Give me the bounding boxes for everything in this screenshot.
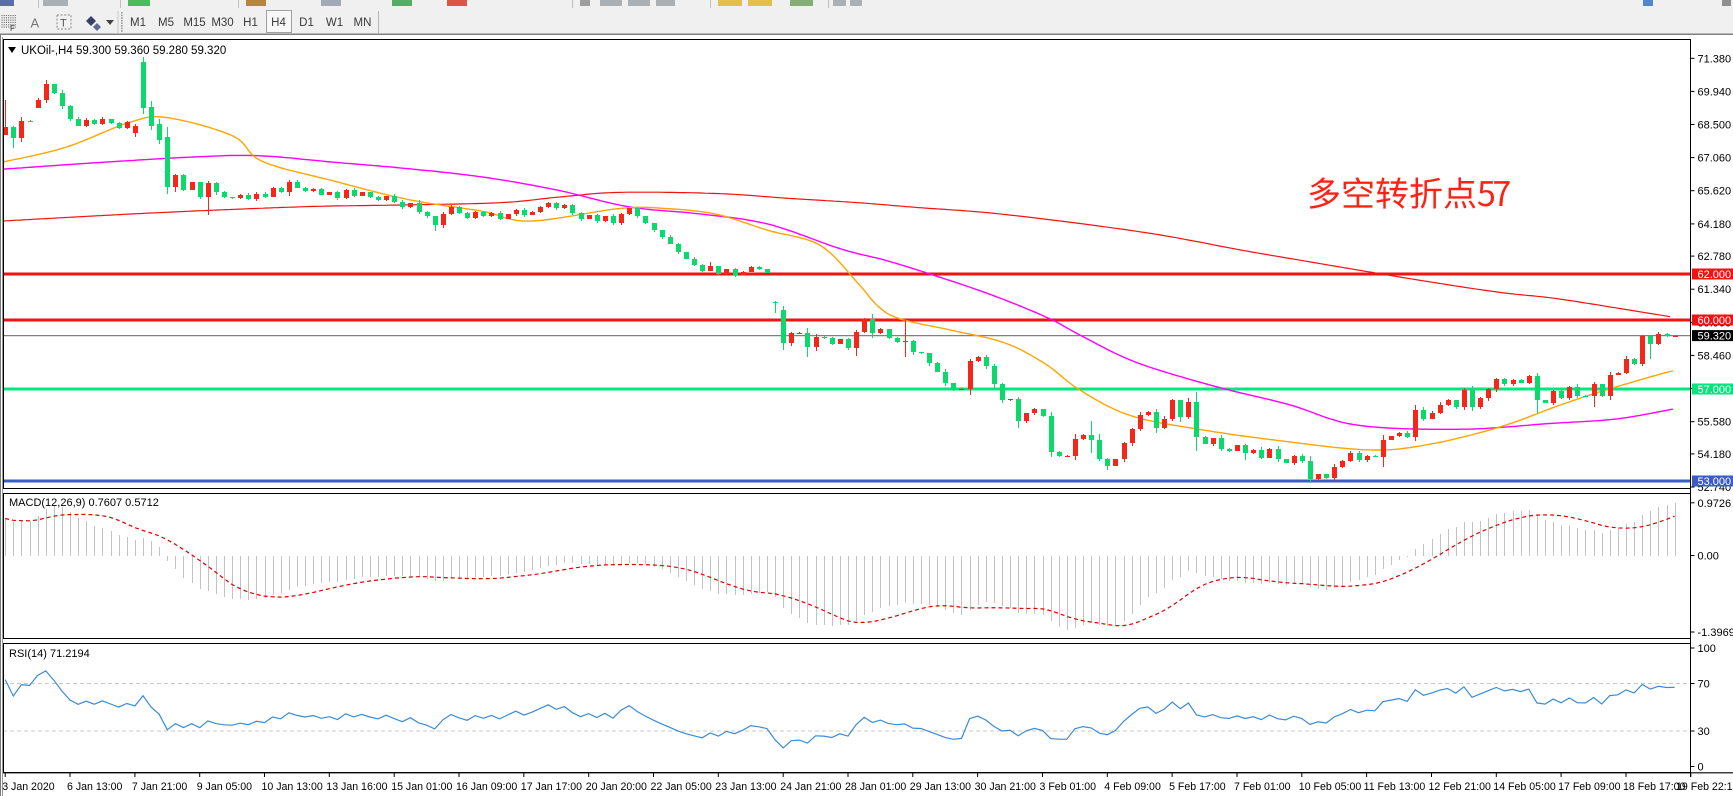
svg-text:9 Jan 05:00: 9 Jan 05:00: [197, 781, 252, 793]
svg-text:30: 30: [1698, 726, 1710, 738]
svg-text:M5: M5: [158, 17, 174, 29]
svg-text:65.620: 65.620: [1698, 186, 1732, 198]
svg-text:62.000: 62.000: [1698, 269, 1732, 281]
svg-text:18 Feb 17:00: 18 Feb 17:00: [1623, 781, 1686, 793]
svg-text:12 Feb 21:00: 12 Feb 21:00: [1429, 781, 1492, 793]
svg-text:10 Jan 13:00: 10 Jan 13:00: [262, 781, 323, 793]
svg-text:22 Jan 05:00: 22 Jan 05:00: [651, 781, 712, 793]
svg-text:60.000: 60.000: [1698, 315, 1732, 327]
svg-text:14 Feb 05:00: 14 Feb 05:00: [1493, 781, 1556, 793]
svg-text:58.460: 58.460: [1698, 350, 1732, 362]
svg-text:29 Jan 13:00: 29 Jan 13:00: [910, 781, 971, 793]
svg-text:15 Jan 01:00: 15 Jan 01:00: [391, 781, 452, 793]
svg-text:H4: H4: [271, 17, 286, 29]
svg-text:17 Jan 17:00: 17 Jan 17:00: [521, 781, 582, 793]
svg-text:6 Jan 13:00: 6 Jan 13:00: [67, 781, 122, 793]
svg-text:17 Feb 09:00: 17 Feb 09:00: [1558, 781, 1621, 793]
svg-text:24 Jan 21:00: 24 Jan 21:00: [780, 781, 841, 793]
svg-text:A: A: [31, 16, 40, 31]
svg-text:MACD(12,26,9) 0.7607 0.5712: MACD(12,26,9) 0.7607 0.5712: [9, 497, 159, 509]
svg-text:M30: M30: [211, 17, 233, 29]
svg-text:67.060: 67.060: [1698, 153, 1732, 165]
svg-text:MN: MN: [354, 17, 372, 29]
svg-text:0: 0: [1698, 762, 1704, 774]
svg-text:10 Feb 05:00: 10 Feb 05:00: [1299, 781, 1362, 793]
svg-text:62.780: 62.780: [1698, 251, 1732, 263]
svg-text:100: 100: [1698, 643, 1716, 655]
svg-text:0.9726: 0.9726: [1698, 498, 1732, 510]
svg-text:54.180: 54.180: [1698, 449, 1732, 461]
svg-text:M1: M1: [130, 17, 146, 29]
svg-text:53.000: 53.000: [1698, 476, 1732, 488]
svg-text:4 Feb 09:00: 4 Feb 09:00: [1104, 781, 1161, 793]
svg-text:3 Jan 2020: 3 Jan 2020: [2, 781, 55, 793]
svg-text:16 Jan 09:00: 16 Jan 09:00: [456, 781, 517, 793]
svg-text:0.00: 0.00: [1698, 551, 1719, 563]
svg-text:7 Jan 21:00: 7 Jan 21:00: [132, 781, 187, 793]
svg-text:64.180: 64.180: [1698, 219, 1732, 231]
svg-text:UKOil-,H4 59.300 59.360 59.28: UKOil-,H4 59.300 59.360 59.280 59.320: [21, 45, 226, 57]
svg-text:3 Feb 01:00: 3 Feb 01:00: [1040, 781, 1097, 793]
svg-text:59.320: 59.320: [1698, 331, 1732, 343]
svg-text:57.000: 57.000: [1698, 384, 1732, 396]
svg-text:23 Jan 13:00: 23 Jan 13:00: [715, 781, 776, 793]
svg-text:13 Jan 16:00: 13 Jan 16:00: [326, 781, 387, 793]
svg-text:68.500: 68.500: [1698, 120, 1732, 132]
svg-text:28 Jan 01:00: 28 Jan 01:00: [845, 781, 906, 793]
svg-text:7 Feb 01:00: 7 Feb 01:00: [1234, 781, 1291, 793]
svg-text:H1: H1: [243, 17, 258, 29]
svg-text:11 Feb 13:00: 11 Feb 13:00: [1364, 781, 1426, 793]
svg-text:F: F: [10, 24, 15, 33]
svg-text:T: T: [60, 18, 67, 30]
svg-text:M15: M15: [183, 17, 205, 29]
svg-text:30 Jan 21:00: 30 Jan 21:00: [975, 781, 1036, 793]
svg-text:19 Feb 22:15: 19 Feb 22:15: [1676, 781, 1733, 793]
svg-text:-1.3969: -1.3969: [1698, 627, 1733, 639]
svg-text:71.380: 71.380: [1698, 53, 1732, 65]
svg-text:20 Jan 20:00: 20 Jan 20:00: [586, 781, 647, 793]
svg-text:61.340: 61.340: [1698, 284, 1732, 296]
svg-text:D1: D1: [299, 17, 314, 29]
svg-text:55.580: 55.580: [1698, 417, 1732, 429]
svg-text:69.940: 69.940: [1698, 86, 1732, 98]
svg-text:5 Feb 17:00: 5 Feb 17:00: [1169, 781, 1226, 793]
svg-text:W1: W1: [326, 17, 343, 29]
svg-text:RSI(14) 71.2194: RSI(14) 71.2194: [9, 648, 90, 660]
svg-text:70: 70: [1698, 679, 1710, 691]
